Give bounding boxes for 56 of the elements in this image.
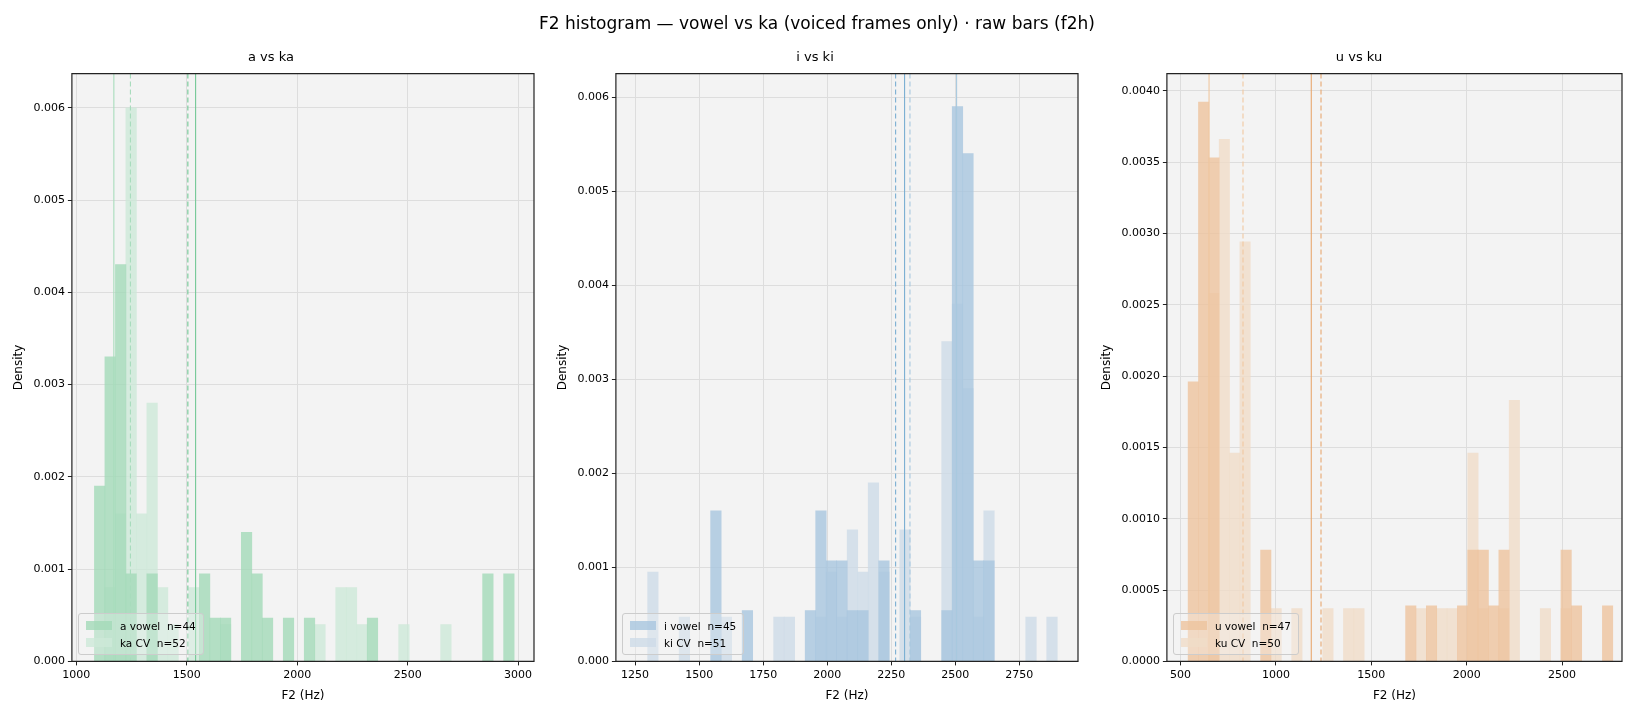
y-tick-label: 0.005	[577, 184, 609, 198]
y-axis-title: Density	[1099, 344, 1114, 391]
text: F2 histogram — vowel vs ka (voiced frames only) · raw bars (f2h)	[539, 13, 1095, 33]
y-tick-label: 0.0000	[1121, 654, 1160, 668]
x-tick-label: 2000	[283, 667, 312, 681]
x-tick-label: 1500	[1357, 667, 1386, 681]
y-tick-label: 0.006	[33, 100, 65, 114]
y-tick-label: 0.005	[33, 192, 65, 206]
y-tick-label: 0.001	[33, 561, 65, 575]
chart-title: u vs ku	[1335, 49, 1383, 65]
legend-label: a vowel n=44	[119, 619, 196, 632]
legend-label: ku CV n=50	[1214, 636, 1281, 649]
y-tick-label: 0.000	[577, 654, 609, 668]
y-tick-label: 0.001	[577, 560, 609, 574]
legend-label: u vowel n=47	[1214, 619, 1291, 632]
y-tick-label: 0.003	[33, 377, 65, 391]
y-tick-label: 0.0015	[1121, 440, 1160, 454]
x-tick-label: 2250	[877, 667, 906, 681]
x-tick-label: 500	[1170, 667, 1192, 681]
x-tick-label: 3000	[504, 667, 533, 681]
y-tick-label: 0.0020	[1121, 368, 1160, 382]
x-tick-label: 2500	[393, 667, 422, 681]
y-tick-label: 0.002	[577, 466, 609, 480]
legend-label: ki CV n=51	[663, 636, 727, 649]
y-tick-label: 0.0035	[1121, 154, 1160, 168]
y-tick-label: 0.0030	[1121, 226, 1160, 240]
x-tick-label: 1250	[621, 667, 650, 681]
y-tick-label: 0.002	[33, 469, 65, 483]
chart-title: i vs ki	[796, 49, 834, 65]
x-tick-label: 2500	[941, 667, 970, 681]
y-tick-label: 0.0005	[1121, 582, 1160, 596]
y-tick-label: 0.004	[577, 278, 609, 292]
y-tick-label: 0.003	[577, 372, 609, 386]
y-axis-title: Density	[555, 344, 570, 391]
x-axis-title: F2 (Hz)	[1372, 687, 1416, 702]
x-tick-label: 1000	[62, 667, 91, 681]
x-axis-title: F2 (Hz)	[825, 687, 869, 702]
y-tick-label: 0.006	[577, 89, 609, 103]
y-axis-title: Density	[11, 344, 26, 391]
legend-label: i vowel n=45	[663, 619, 737, 632]
x-tick-label: 2750	[1005, 667, 1034, 681]
y-tick-label: 0.004	[33, 285, 65, 299]
legend-label: ka CV n=52	[119, 636, 186, 649]
x-tick-label: 1000	[1261, 667, 1290, 681]
x-tick-label: 2500	[1548, 667, 1577, 681]
x-tick-label: 2000	[1452, 667, 1481, 681]
x-tick-label: 1750	[749, 667, 778, 681]
y-tick-label: 0.0010	[1121, 511, 1160, 525]
y-tick-label: 0.000	[33, 654, 65, 668]
y-tick-label: 0.0025	[1121, 297, 1160, 311]
y-tick-label: 0.0040	[1121, 83, 1160, 97]
x-axis-title: F2 (Hz)	[281, 687, 325, 702]
chart-title: a vs ka	[248, 49, 294, 65]
x-tick-label: 1500	[685, 667, 714, 681]
x-tick-label: 1500	[172, 667, 201, 681]
x-tick-label: 2000	[813, 667, 842, 681]
